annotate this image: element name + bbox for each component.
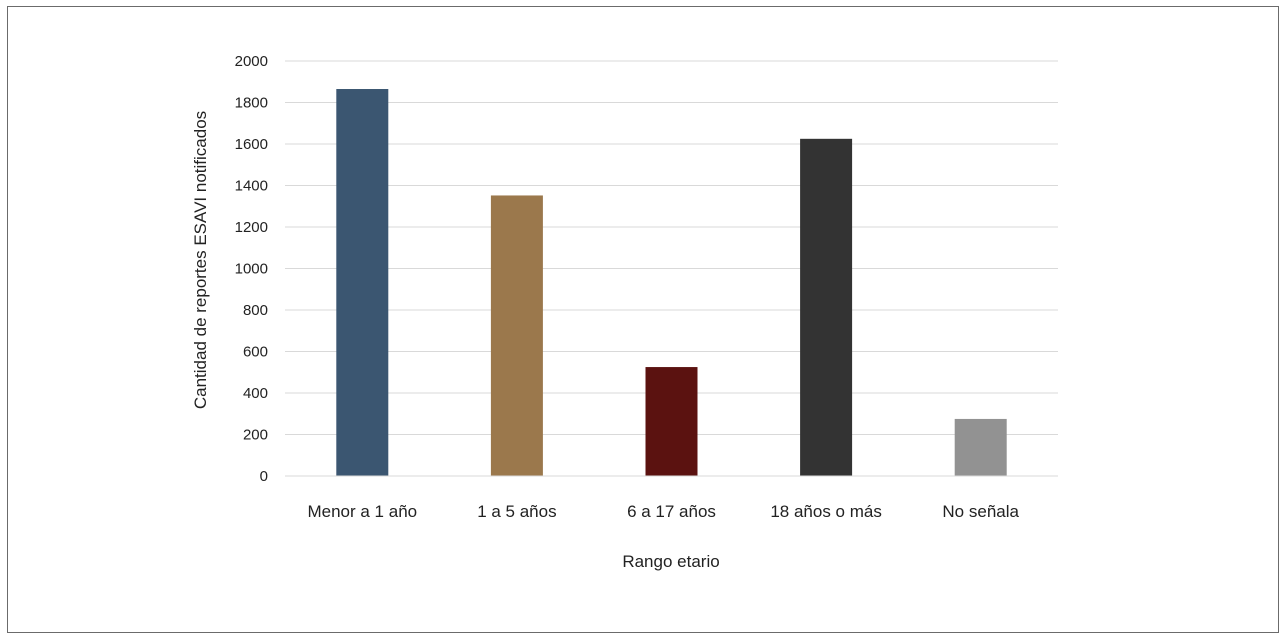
x-axis-title: Rango etario: [622, 552, 719, 571]
y-tick-label: 1000: [235, 261, 268, 278]
y-tick-label: 1800: [235, 95, 268, 112]
y-axis-title: Cantidad de reportes ESAVI notificados: [191, 111, 210, 409]
y-tick-label: 200: [243, 427, 268, 444]
x-axis-ticks: Menor a 1 año 1 a 5 años 6 a 17 años 18 año…: [307, 502, 1019, 521]
bar: [800, 138, 853, 476]
bar: [490, 195, 543, 476]
y-tick-label: 800: [243, 302, 268, 319]
x-tick-label: 1 a 5 años: [477, 502, 556, 521]
y-tick-label: 0: [260, 468, 268, 485]
bars: [336, 89, 1007, 476]
bar: [645, 367, 698, 476]
gridlines: [285, 60, 1058, 435]
x-tick-label: 6 a 17 años: [627, 502, 716, 521]
y-tick-label: 400: [243, 385, 268, 402]
chart-frame: [7, 6, 1279, 633]
x-tick-label: No señala: [942, 502, 1019, 521]
y-tick-label: 1200: [235, 219, 268, 236]
y-tick-label: 600: [243, 344, 268, 361]
y-tick-label: 2000: [235, 53, 268, 70]
bar: [954, 418, 1007, 476]
y-tick-label: 1400: [235, 178, 268, 195]
x-tick-label: 18 años o más: [770, 502, 882, 521]
x-tick-label: Menor a 1 año: [307, 502, 417, 521]
y-tick-label: 1600: [235, 136, 268, 153]
y-axis-ticks: 0 200 400 600 800 1000 1200 1400 1600 1800 2000: [235, 53, 268, 485]
bar: [336, 89, 389, 476]
